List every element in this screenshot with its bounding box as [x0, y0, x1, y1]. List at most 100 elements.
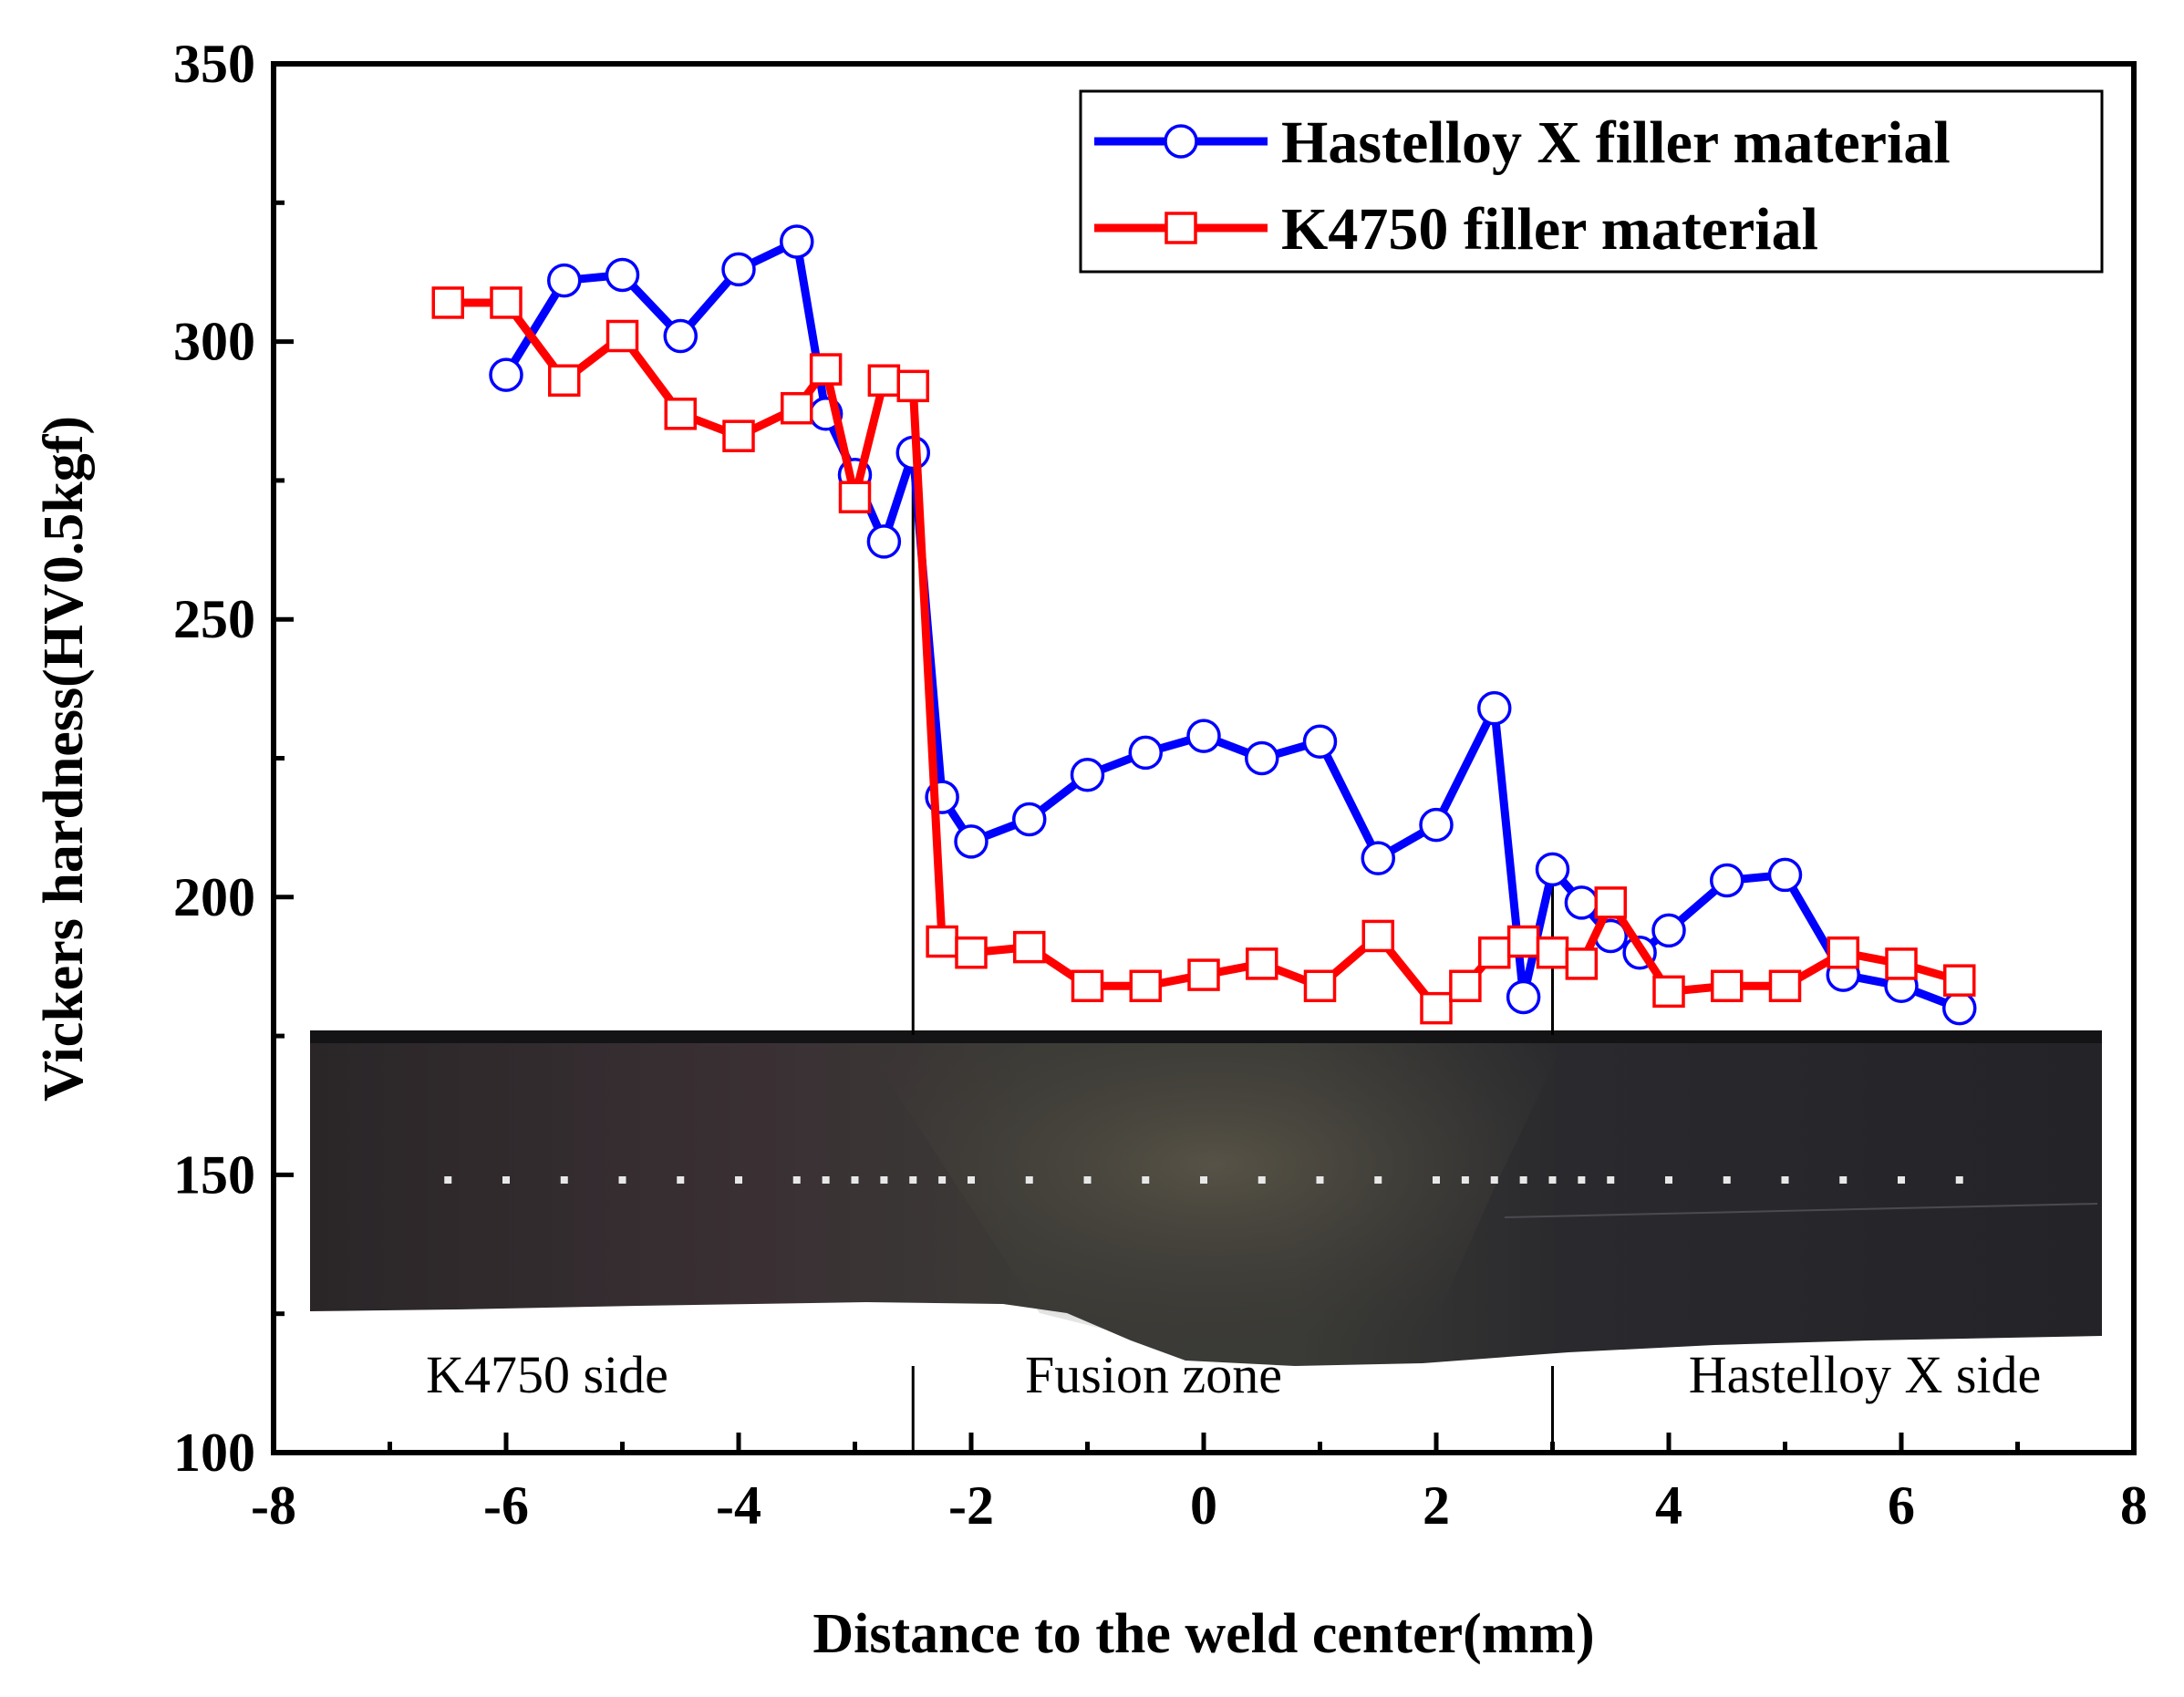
- data-point-square: [1943, 964, 1976, 997]
- indentation-dot: [968, 1176, 975, 1184]
- data-point-circle: [1506, 979, 1541, 1015]
- data-point-square: [606, 319, 639, 353]
- data-point-circle: [1477, 690, 1512, 726]
- data-point-circle: [866, 524, 902, 559]
- data-point-circle: [1245, 740, 1279, 776]
- micrograph-scratch: [1504, 1203, 2098, 1218]
- data-point-square: [1420, 991, 1453, 1025]
- data-point-square: [867, 364, 901, 397]
- data-point-circle: [1942, 990, 1977, 1026]
- data-point-circle: [605, 257, 640, 293]
- indentation-dot: [822, 1176, 830, 1184]
- data-point-circle: [489, 357, 523, 392]
- data-point-circle: [1012, 802, 1047, 837]
- legend-marker-k4750: [1164, 212, 1197, 244]
- data-point-square: [1303, 969, 1337, 1003]
- series-layer: [431, 224, 1977, 1026]
- legend: Hastelloy X filler material K4750 filler…: [1079, 89, 2104, 274]
- data-point-square: [490, 286, 523, 319]
- x-axis-title: Distance to the weld center(mm): [813, 1603, 1594, 1665]
- data-point-square: [1246, 947, 1278, 980]
- y-axis-title: Vickers hardness(HV0.5kgf): [33, 416, 95, 1102]
- legend-box: [1079, 89, 2104, 274]
- indentation-dot: [1025, 1176, 1033, 1184]
- x-tick-label: 2: [1423, 1475, 1450, 1536]
- x-tick-label: -2: [948, 1475, 994, 1536]
- data-point-square: [1449, 969, 1482, 1003]
- y-axis-ticks: 100 150 200 250 300 350: [173, 34, 294, 1483]
- indentation-dot: [618, 1176, 626, 1184]
- x-tick-label: -8: [251, 1475, 296, 1536]
- data-point-square: [1827, 936, 1859, 969]
- indentation-dot: [1548, 1176, 1557, 1184]
- indentation-dot: [1258, 1176, 1266, 1184]
- indentation-dot: [560, 1176, 568, 1184]
- data-point-square: [548, 364, 581, 397]
- indentation-dot: [1433, 1176, 1440, 1184]
- indentation-dot: [1374, 1176, 1382, 1184]
- series-line: [502, 237, 1961, 1012]
- data-point-square: [1711, 969, 1744, 1003]
- data-point-circle: [1767, 857, 1803, 893]
- zone-label-fusion-zone: Fusion zone: [1025, 1345, 1282, 1404]
- y-tick-label: 150: [173, 1144, 255, 1205]
- data-point-square: [1361, 919, 1394, 953]
- data-point-circle: [1535, 852, 1570, 887]
- indentation-dot: [1316, 1176, 1324, 1184]
- indentation-dot: [444, 1176, 452, 1184]
- indentation-dot: [502, 1176, 510, 1184]
- data-point-square: [1565, 947, 1599, 980]
- indentation-dot: [1142, 1176, 1150, 1184]
- indentation-dot: [1781, 1176, 1789, 1184]
- indentation-dot: [1200, 1176, 1207, 1184]
- data-point-circle: [1564, 885, 1599, 920]
- indentation-dot: [1839, 1176, 1848, 1184]
- data-point-square: [1652, 975, 1685, 1009]
- x-tick-label: -4: [716, 1475, 761, 1536]
- x-tick-label: 4: [1655, 1475, 1682, 1536]
- indentation-dot: [1723, 1176, 1731, 1184]
- y-tick-label: 200: [173, 867, 255, 927]
- data-point-square: [1506, 925, 1540, 958]
- y-tick-label: 250: [173, 589, 255, 649]
- indentation-points: [444, 1176, 1963, 1184]
- data-point-circle: [954, 824, 988, 859]
- data-point-square: [955, 936, 988, 969]
- x-tick-label: -6: [483, 1475, 529, 1536]
- data-point-square: [722, 419, 755, 452]
- zone-label-k4750-side: K4750 side: [426, 1345, 668, 1404]
- y-tick-label: 300: [173, 312, 255, 372]
- series-hastelloy-x: [489, 224, 1977, 1026]
- data-point-square: [1768, 969, 1802, 1003]
- data-point-square: [1071, 969, 1104, 1003]
- legend-label-k4750: K4750 filler material: [1281, 196, 1818, 263]
- data-point-circle: [1128, 735, 1163, 771]
- legend-marker-hastelloy: [1164, 124, 1198, 159]
- data-point-circle: [1651, 913, 1686, 948]
- data-point-square: [431, 286, 464, 319]
- x-tick-label: 8: [2120, 1475, 2148, 1536]
- legend-label-hastelloy: Hastelloy X filler material: [1281, 109, 1951, 176]
- series-k4750: [431, 286, 1976, 1025]
- data-point-circle: [1361, 841, 1395, 875]
- indentation-dot: [1490, 1176, 1498, 1184]
- y-tick-label: 100: [173, 1423, 255, 1483]
- x-tick-label: 0: [1190, 1475, 1217, 1536]
- indentation-dot: [677, 1176, 685, 1184]
- zone-label-hastelloy-side: Hastelloy X side: [1689, 1345, 2042, 1404]
- data-point-square: [664, 398, 697, 430]
- data-point-square: [1013, 930, 1046, 964]
- data-point-square: [1129, 969, 1162, 1003]
- indentation-dot: [792, 1176, 801, 1184]
- data-point-square: [926, 925, 958, 958]
- indentation-dot: [1519, 1176, 1527, 1184]
- weld-micrograph: [310, 1030, 2102, 1366]
- data-point-square: [809, 353, 843, 386]
- data-point-circle: [1070, 758, 1105, 792]
- micrograph-top-edge: [310, 1030, 2102, 1043]
- data-point-square: [1478, 936, 1511, 969]
- data-point-square: [781, 391, 813, 425]
- indentation-dot: [880, 1176, 888, 1184]
- indentation-dot: [1955, 1176, 1963, 1184]
- indentation-dot: [735, 1176, 742, 1184]
